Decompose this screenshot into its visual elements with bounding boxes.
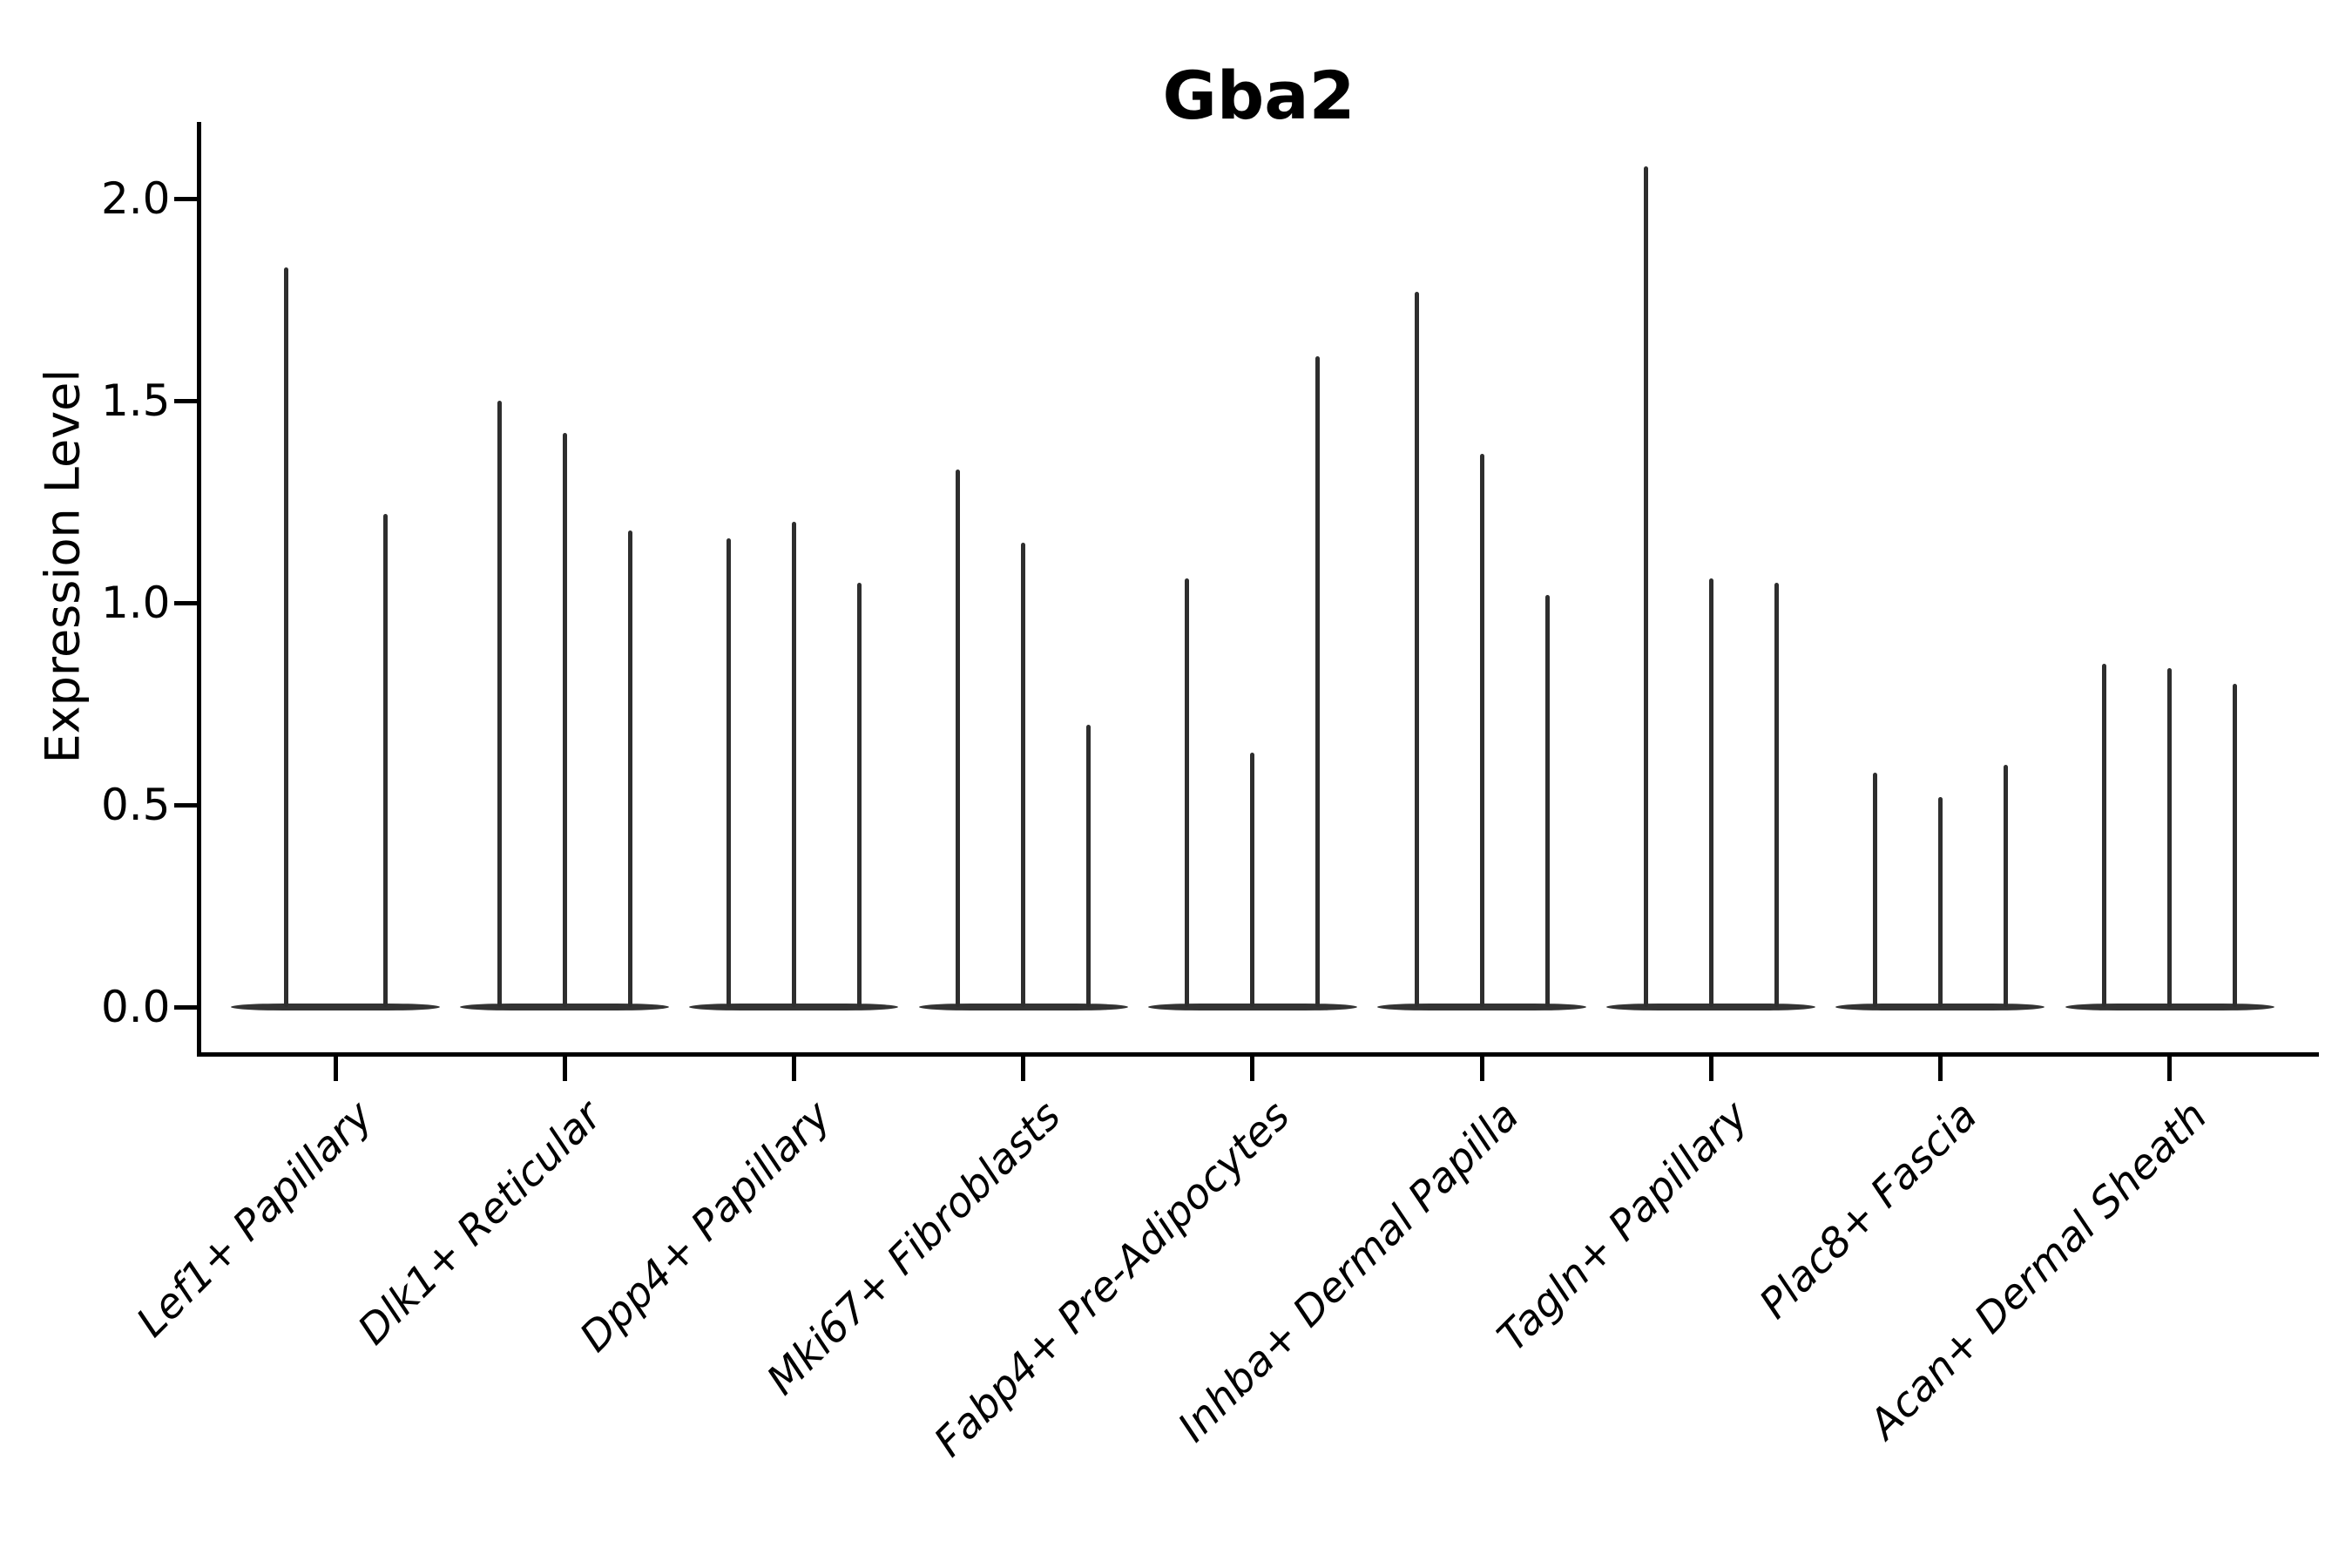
violin-base xyxy=(1377,1004,1586,1011)
violin-spike xyxy=(1479,453,1484,1008)
violin-spike xyxy=(1414,291,1419,1008)
y-axis-spine xyxy=(196,122,201,1057)
violin-spike xyxy=(1086,724,1092,1008)
violin-spike xyxy=(1544,595,1550,1008)
y-tick xyxy=(173,196,197,201)
chart-title: Gba2 xyxy=(1162,57,1355,134)
x-tick xyxy=(1250,1056,1255,1081)
violin-spike xyxy=(1185,578,1190,1008)
y-tick-label: 0.5 xyxy=(100,780,171,831)
y-tick xyxy=(173,600,197,605)
x-tick xyxy=(562,1056,567,1081)
x-tick xyxy=(791,1056,796,1081)
violin-spike xyxy=(627,530,632,1008)
violin-spike xyxy=(2167,667,2173,1008)
violin-spike xyxy=(791,522,796,1008)
x-tick-label: Dlk1+ Reticular xyxy=(348,1092,612,1355)
violin-base xyxy=(918,1004,1128,1011)
y-tick xyxy=(173,802,197,808)
x-tick xyxy=(2167,1056,2173,1081)
violin-spike xyxy=(382,514,388,1008)
y-tick xyxy=(173,398,197,403)
violin-spike xyxy=(1250,753,1255,1008)
x-tick xyxy=(333,1056,338,1081)
violin-spike xyxy=(1937,797,1943,1008)
y-tick-label: 0.0 xyxy=(100,982,171,1033)
x-tick-label: Tagln+ Papillary xyxy=(1488,1092,1758,1361)
violin-base xyxy=(689,1004,899,1011)
violin-spike xyxy=(283,267,288,1008)
x-axis-spine xyxy=(196,1051,2319,1057)
y-tick-label: 1.0 xyxy=(100,578,171,629)
violin-spike xyxy=(1708,578,1713,1008)
violin-spike xyxy=(1774,583,1779,1008)
x-tick-label: Dpp4+ Papillary xyxy=(571,1092,841,1362)
violin-base xyxy=(1606,1004,1816,1011)
violin-base xyxy=(2065,1004,2274,1011)
x-tick-label: Lef1+ Papillary xyxy=(127,1092,382,1347)
violin-spike xyxy=(856,583,862,1008)
x-tick xyxy=(1021,1056,1026,1081)
violin-base xyxy=(1147,1004,1357,1011)
violin-base xyxy=(460,1004,670,1011)
violin-spike xyxy=(497,401,502,1008)
violin-spike xyxy=(1643,166,1648,1008)
x-tick xyxy=(1937,1056,1943,1081)
violin-spike xyxy=(2003,764,2008,1008)
x-tick xyxy=(1479,1056,1484,1081)
violin-spike xyxy=(956,470,961,1008)
violin-spike xyxy=(1021,542,1026,1008)
violin-spike xyxy=(1315,356,1321,1008)
y-tick-label: 2.0 xyxy=(100,173,171,225)
x-tick-label: Plac8+ Fascia xyxy=(1750,1092,1987,1328)
violin-spike xyxy=(2102,663,2107,1008)
x-tick xyxy=(1708,1056,1713,1081)
violin-base xyxy=(1835,1004,2045,1011)
violin-spike xyxy=(562,433,567,1008)
y-tick xyxy=(173,1004,197,1010)
violin-spike xyxy=(1872,773,1877,1008)
y-tick-label: 1.5 xyxy=(100,375,171,427)
y-axis-label: Expression Level xyxy=(35,368,91,764)
violin-spike xyxy=(2233,684,2238,1008)
violin-spike xyxy=(726,538,731,1008)
violin-base xyxy=(231,1004,440,1011)
